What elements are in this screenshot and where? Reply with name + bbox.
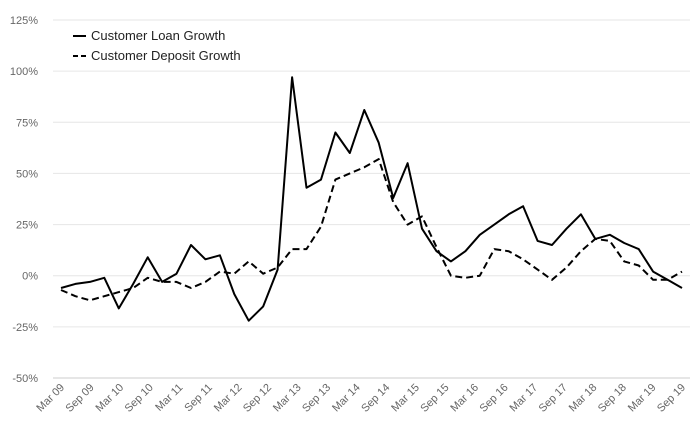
y-tick-label: 25% bbox=[16, 220, 38, 232]
x-tick-label: Mar 17 bbox=[508, 382, 541, 415]
gridlines bbox=[53, 19, 690, 379]
x-tick-label: Sep 16 bbox=[478, 382, 511, 415]
x-tick-label: Mar 15 bbox=[389, 382, 422, 415]
x-tick-label: Mar 13 bbox=[271, 382, 304, 415]
legend-label-deposit: Customer Deposit Growth bbox=[91, 48, 241, 63]
x-tick-label: Sep 11 bbox=[182, 382, 215, 415]
x-tick-label: Mar 19 bbox=[626, 382, 659, 415]
y-tick-label: 75% bbox=[16, 117, 38, 129]
series-lines bbox=[60, 76, 683, 322]
x-tick-label: Sep 14 bbox=[359, 382, 392, 415]
y-axis-tick-labels: -50% -25% 0% 25% 50% 75% 100% 125% bbox=[10, 15, 38, 385]
x-tick-label: Mar 16 bbox=[448, 382, 481, 415]
series-line-customer-loan-growth bbox=[60, 76, 683, 322]
x-tick-label: Mar 09 bbox=[34, 382, 67, 415]
legend-label-loan: Customer Loan Growth bbox=[91, 28, 225, 43]
x-tick-label: Sep 10 bbox=[123, 382, 156, 415]
y-tick-label: 50% bbox=[16, 168, 38, 180]
x-tick-label: Sep 13 bbox=[300, 382, 333, 415]
y-tick-label: -50% bbox=[12, 373, 38, 385]
x-tick-label: Mar 11 bbox=[153, 382, 185, 414]
x-tick-label: Mar 14 bbox=[330, 382, 363, 415]
x-tick-label: Mar 10 bbox=[94, 382, 127, 415]
series-line-customer-deposit-growth bbox=[60, 158, 683, 302]
x-tick-label: Sep 17 bbox=[537, 382, 570, 415]
legend: Customer Loan Growth Customer Deposit Gr… bbox=[73, 28, 241, 63]
x-tick-label: Sep 09 bbox=[64, 382, 97, 415]
x-tick-label: Sep 19 bbox=[655, 382, 688, 415]
y-tick-label: 0% bbox=[22, 271, 38, 283]
x-tick-label: Mar 12 bbox=[212, 382, 245, 415]
y-tick-label: -25% bbox=[12, 322, 38, 334]
x-tick-label: Sep 12 bbox=[241, 382, 274, 415]
x-tick-label: Sep 18 bbox=[596, 382, 629, 415]
x-tick-label: Sep 15 bbox=[418, 382, 451, 415]
y-tick-label: 100% bbox=[10, 66, 38, 78]
y-tick-label: 125% bbox=[10, 15, 38, 27]
x-tick-label: Mar 18 bbox=[567, 382, 600, 415]
